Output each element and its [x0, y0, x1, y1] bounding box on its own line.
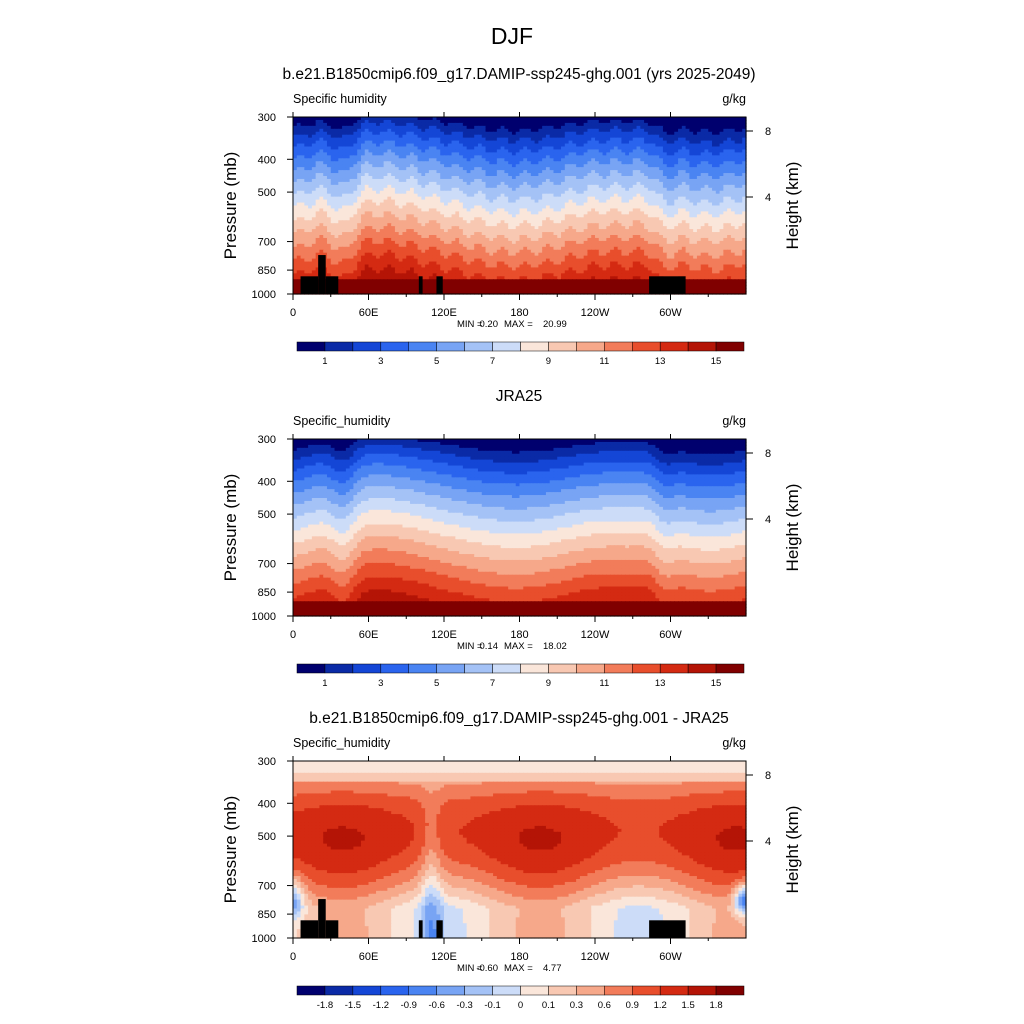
- units-label: g/kg: [722, 92, 746, 106]
- chart-panel-1: b.e21.B1850cmip6.f09_g17.DAMIP-ssp245-gh…: [221, 66, 802, 367]
- figure-title: DJF: [491, 23, 533, 49]
- variable-label: Specific humidity: [293, 92, 388, 106]
- contour-field: [293, 117, 747, 295]
- panel-title: b.e21.B1850cmip6.f09_g17.DAMIP-ssp245-gh…: [282, 66, 755, 83]
- panels: b.e21.B1850cmip6.f09_g17.DAMIP-ssp245-gh…: [221, 66, 802, 1011]
